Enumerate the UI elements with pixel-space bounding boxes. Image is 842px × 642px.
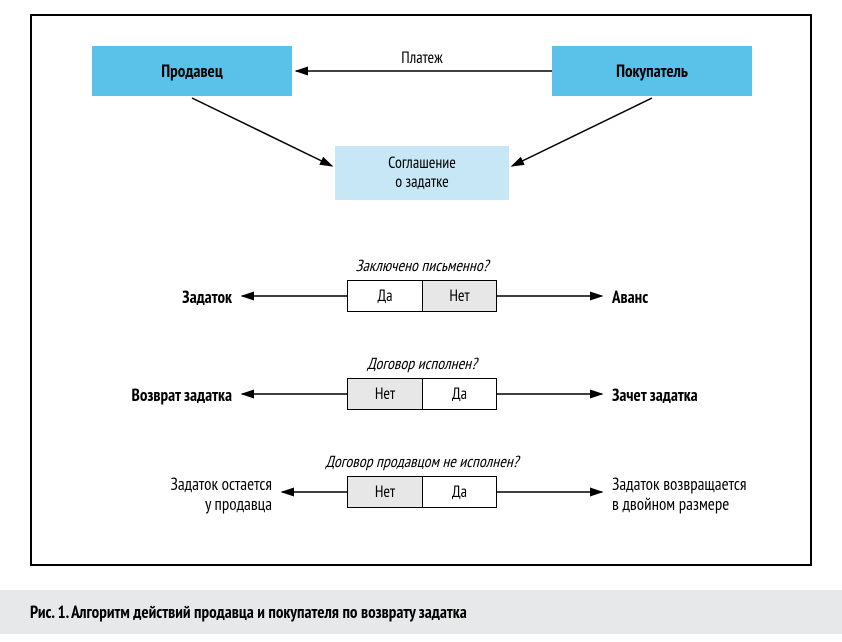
decision-1: Да Нет bbox=[347, 280, 497, 312]
question-1: Заключено письменно? bbox=[272, 256, 572, 276]
agreement-box: Соглашение о задатке bbox=[335, 146, 509, 200]
decision-1-right: Нет bbox=[422, 281, 496, 311]
decision-2-left: Нет bbox=[348, 379, 422, 409]
caption-text: Рис. 1. Алгоритм действий продавца и пок… bbox=[30, 601, 467, 623]
seller-box: Продавец bbox=[92, 46, 292, 96]
out-3-right-l2: в двойном размере bbox=[612, 494, 812, 514]
decision-2-right: Да bbox=[422, 379, 496, 409]
out-2-right: Зачет задатка bbox=[612, 384, 782, 406]
decision-3: Нет Да bbox=[347, 476, 497, 508]
buyer-label: Покупатель bbox=[616, 60, 688, 82]
out-1-right: Аванс bbox=[612, 286, 762, 308]
out-3-right-l1: Задаток возвращается bbox=[612, 474, 812, 494]
diagram-frame: Продавец Покупатель Платеж Соглашение о … bbox=[30, 14, 812, 566]
question-2: Договор исполнен? bbox=[272, 354, 572, 374]
out-1-left: Задаток bbox=[82, 286, 232, 308]
decision-3-left: Нет bbox=[348, 477, 422, 507]
out-3-left-l1: Задаток остается bbox=[72, 474, 272, 494]
decision-1-left: Да bbox=[348, 281, 422, 311]
buyer-box: Покупатель bbox=[552, 46, 752, 96]
agreement-line1: Соглашение bbox=[388, 154, 456, 173]
out-3-left-l2: у продавца bbox=[72, 494, 272, 514]
question-3: Договор продавцом не исполнен? bbox=[272, 452, 572, 472]
out-3-right: Задаток возвращается в двойном размере bbox=[612, 474, 812, 515]
decision-2: Нет Да bbox=[347, 378, 497, 410]
agreement-line2: о задатке bbox=[388, 173, 456, 192]
seller-label: Продавец bbox=[161, 60, 222, 82]
out-2-left: Возврат задатка bbox=[62, 384, 232, 406]
caption-bar: Рис. 1. Алгоритм действий продавца и пок… bbox=[0, 590, 842, 634]
payment-label: Платеж bbox=[372, 48, 472, 68]
decision-3-right: Да bbox=[422, 477, 496, 507]
out-3-left: Задаток остается у продавца bbox=[72, 474, 272, 515]
